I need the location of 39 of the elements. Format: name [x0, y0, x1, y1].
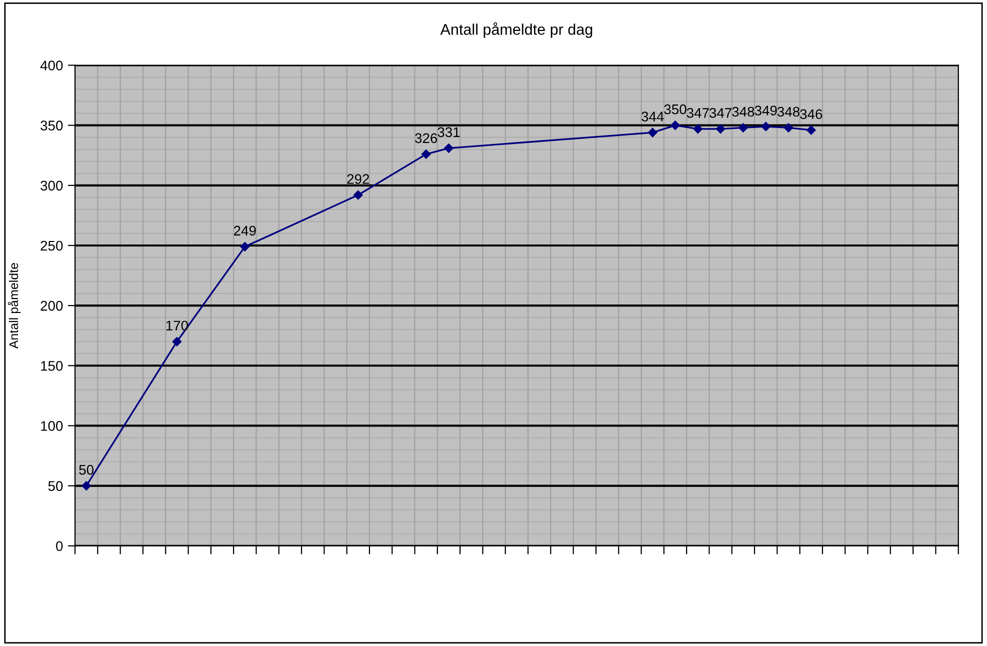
data-label: 344 [642, 112, 664, 122]
point [784, 123, 794, 132]
y-tick-label: 250 [40, 240, 63, 251]
data-label: 249 [234, 226, 256, 236]
point [693, 124, 703, 134]
point [421, 150, 431, 159]
data-label: 348 [777, 106, 800, 117]
point [240, 242, 250, 252]
y-tick-label: 100 [41, 421, 63, 431]
point [761, 122, 770, 132]
data-label: 350 [664, 104, 686, 114]
point [648, 128, 658, 138]
point [716, 124, 726, 134]
data-label: 50 [79, 464, 94, 475]
y-tick-label: 0 [56, 541, 63, 552]
point [172, 336, 182, 346]
y-tick-label: 400 [40, 60, 63, 70]
chart-title: Antall påmeldte pr dag [440, 22, 592, 38]
y-tick-label: 300 [40, 180, 63, 191]
data-label: 331 [438, 127, 460, 138]
point [444, 144, 454, 153]
data-label: 292 [347, 174, 370, 184]
y-tick-label: 50 [48, 481, 63, 491]
point [354, 190, 363, 200]
point [738, 123, 748, 132]
y-axis-title: Antall påmeldte [8, 263, 21, 349]
point [806, 126, 816, 135]
data-label: 347 [686, 108, 709, 118]
y-tick-label: 200 [40, 300, 63, 311]
y-tick-label: 150 [41, 360, 63, 371]
y-tick-label: 350 [40, 120, 63, 130]
point [670, 120, 680, 130]
data-label: 326 [415, 133, 438, 144]
data-label: 346 [800, 109, 822, 120]
data-label: 170 [166, 320, 188, 331]
point [82, 481, 91, 490]
data-label: 349 [754, 106, 777, 116]
data-label: 348 [732, 106, 754, 117]
data-label: 347 [709, 108, 732, 118]
